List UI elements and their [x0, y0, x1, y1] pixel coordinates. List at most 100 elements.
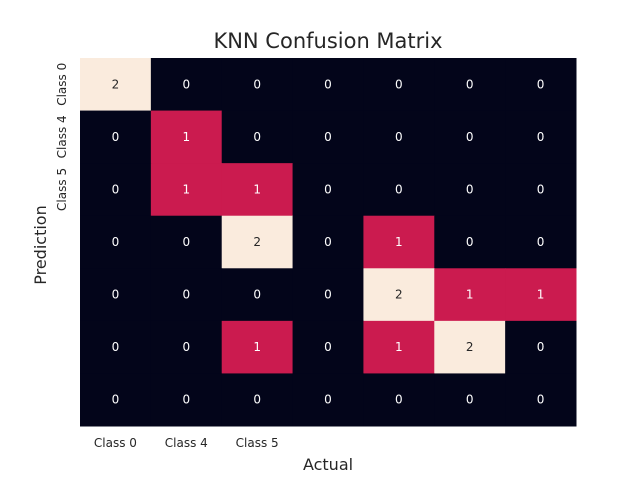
heatmap-cells: 2 0 0 0 0 0 0 0 1 0 0 0 0 0 0 1 1 0 0 0 0 0 0 2 0 1 0 0 0 0 0 0 2 1 1 0 0 1 0 1…: [80, 58, 577, 427]
cell-value-label: 0: [537, 340, 545, 354]
cell-value-label: 0: [395, 182, 403, 196]
cell-value-label: 0: [112, 393, 120, 407]
cell-value-label: 0: [537, 130, 545, 144]
cell-value-label: 2: [253, 235, 261, 249]
x-tick-label: Class 0: [94, 436, 137, 450]
heatmap-cell: [150, 373, 223, 427]
heatmap-cell: [80, 110, 152, 164]
x-tick-labels: Class 0 Class 4 Class 5: [94, 436, 279, 450]
cell-value-label: 0: [182, 77, 190, 91]
cell-value-label: 1: [466, 288, 474, 302]
heatmap-cell: [434, 215, 506, 269]
cell-value-label: 0: [324, 235, 332, 249]
heatmap-cell: [150, 110, 223, 164]
heatmap-cell: [150, 320, 223, 374]
cell-value-label: 0: [466, 182, 474, 196]
heatmap-cell: [292, 58, 364, 112]
cell-value-label: 0: [466, 235, 474, 249]
y-tick-label: Class 5: [55, 168, 69, 211]
heatmap-cell: [221, 110, 294, 164]
y-axis-label: Prediction: [31, 205, 50, 284]
heatmap-cell: [505, 373, 577, 427]
y-tick-labels: Class 0 Class 4 Class 5: [55, 63, 69, 211]
heatmap-cell: [221, 320, 294, 374]
heatmap-cell: [80, 58, 152, 112]
heatmap-cell: [80, 163, 152, 217]
heatmap-cell: [434, 268, 506, 322]
cell-value-label: 0: [537, 182, 545, 196]
x-tick-label: Class 5: [236, 436, 279, 450]
cell-value-label: 1: [253, 340, 261, 354]
heatmap-cell: [150, 163, 223, 217]
heatmap-cell: [434, 110, 506, 164]
heatmap-cell: [505, 110, 577, 164]
y-tick-label: Class 4: [55, 115, 69, 158]
heatmap-cell: [505, 320, 577, 374]
heatmap-cell: [221, 163, 294, 217]
heatmap-cell: [363, 373, 435, 427]
cell-value-label: 0: [537, 77, 545, 91]
cell-value-label: 0: [182, 235, 190, 249]
cell-value-label: 0: [112, 130, 120, 144]
heatmap-cell: [363, 215, 435, 269]
cell-value-label: 0: [395, 393, 403, 407]
cell-value-label: 0: [466, 77, 474, 91]
cell-value-label: 2: [112, 77, 120, 91]
cell-value-label: 1: [182, 130, 190, 144]
heatmap-cell: [292, 268, 364, 322]
heatmap-cell: [363, 110, 435, 164]
heatmap-cell: [434, 58, 506, 112]
x-tick-label: Class 4: [165, 436, 208, 450]
heatmap-cell: [363, 268, 435, 322]
heatmap-cell: [221, 373, 294, 427]
chart-title: KNN Confusion Matrix: [213, 29, 442, 53]
y-tick-label: Class 0: [55, 63, 69, 106]
heatmap-cell: [363, 320, 435, 374]
cell-value-label: 0: [253, 77, 261, 91]
heatmap-cell: [292, 215, 364, 269]
cell-value-label: 0: [253, 393, 261, 407]
cell-value-label: 2: [466, 340, 474, 354]
cell-value-label: 0: [324, 77, 332, 91]
cell-value-label: 0: [112, 182, 120, 196]
heatmap-cell: [292, 320, 364, 374]
cell-value-label: 0: [112, 340, 120, 354]
cell-value-label: 0: [112, 288, 120, 302]
cell-value-label: 0: [537, 235, 545, 249]
cell-value-label: 0: [182, 340, 190, 354]
cell-value-label: 0: [112, 235, 120, 249]
heatmap-cell: [434, 163, 506, 217]
cell-value-label: 0: [395, 130, 403, 144]
heatmap-cell: [505, 163, 577, 217]
heatmap-cell: [80, 268, 152, 322]
cell-value-label: 0: [324, 130, 332, 144]
heatmap-cell: [292, 110, 364, 164]
x-axis-label: Actual: [303, 455, 353, 474]
heatmap-cell: [292, 163, 364, 217]
heatmap-cell: [221, 58, 294, 112]
cell-value-label: 0: [466, 393, 474, 407]
cell-value-label: 1: [395, 340, 403, 354]
cell-value-label: 1: [182, 182, 190, 196]
cell-value-label: 0: [466, 130, 474, 144]
cell-value-label: 1: [253, 182, 261, 196]
heatmap-cell: [505, 268, 577, 322]
heatmap-cell: [221, 215, 294, 269]
heatmap-cell: [150, 215, 223, 269]
heatmap-cell: [150, 268, 223, 322]
heatmap-cell: [80, 215, 152, 269]
heatmap-cell: [363, 58, 435, 112]
heatmap-cell: [434, 373, 506, 427]
cell-value-label: 0: [324, 182, 332, 196]
cell-value-label: 0: [324, 340, 332, 354]
heatmap-cell: [363, 163, 435, 217]
heatmap-cell: [505, 215, 577, 269]
heatmap-cell: [150, 58, 223, 112]
cell-value-label: 0: [537, 393, 545, 407]
heatmap-cell: [292, 373, 364, 427]
heatmap-cell: [80, 320, 152, 374]
heatmap-cell: [80, 373, 152, 427]
heatmap-cell: [434, 320, 506, 374]
heatmap-cell: [505, 58, 577, 112]
